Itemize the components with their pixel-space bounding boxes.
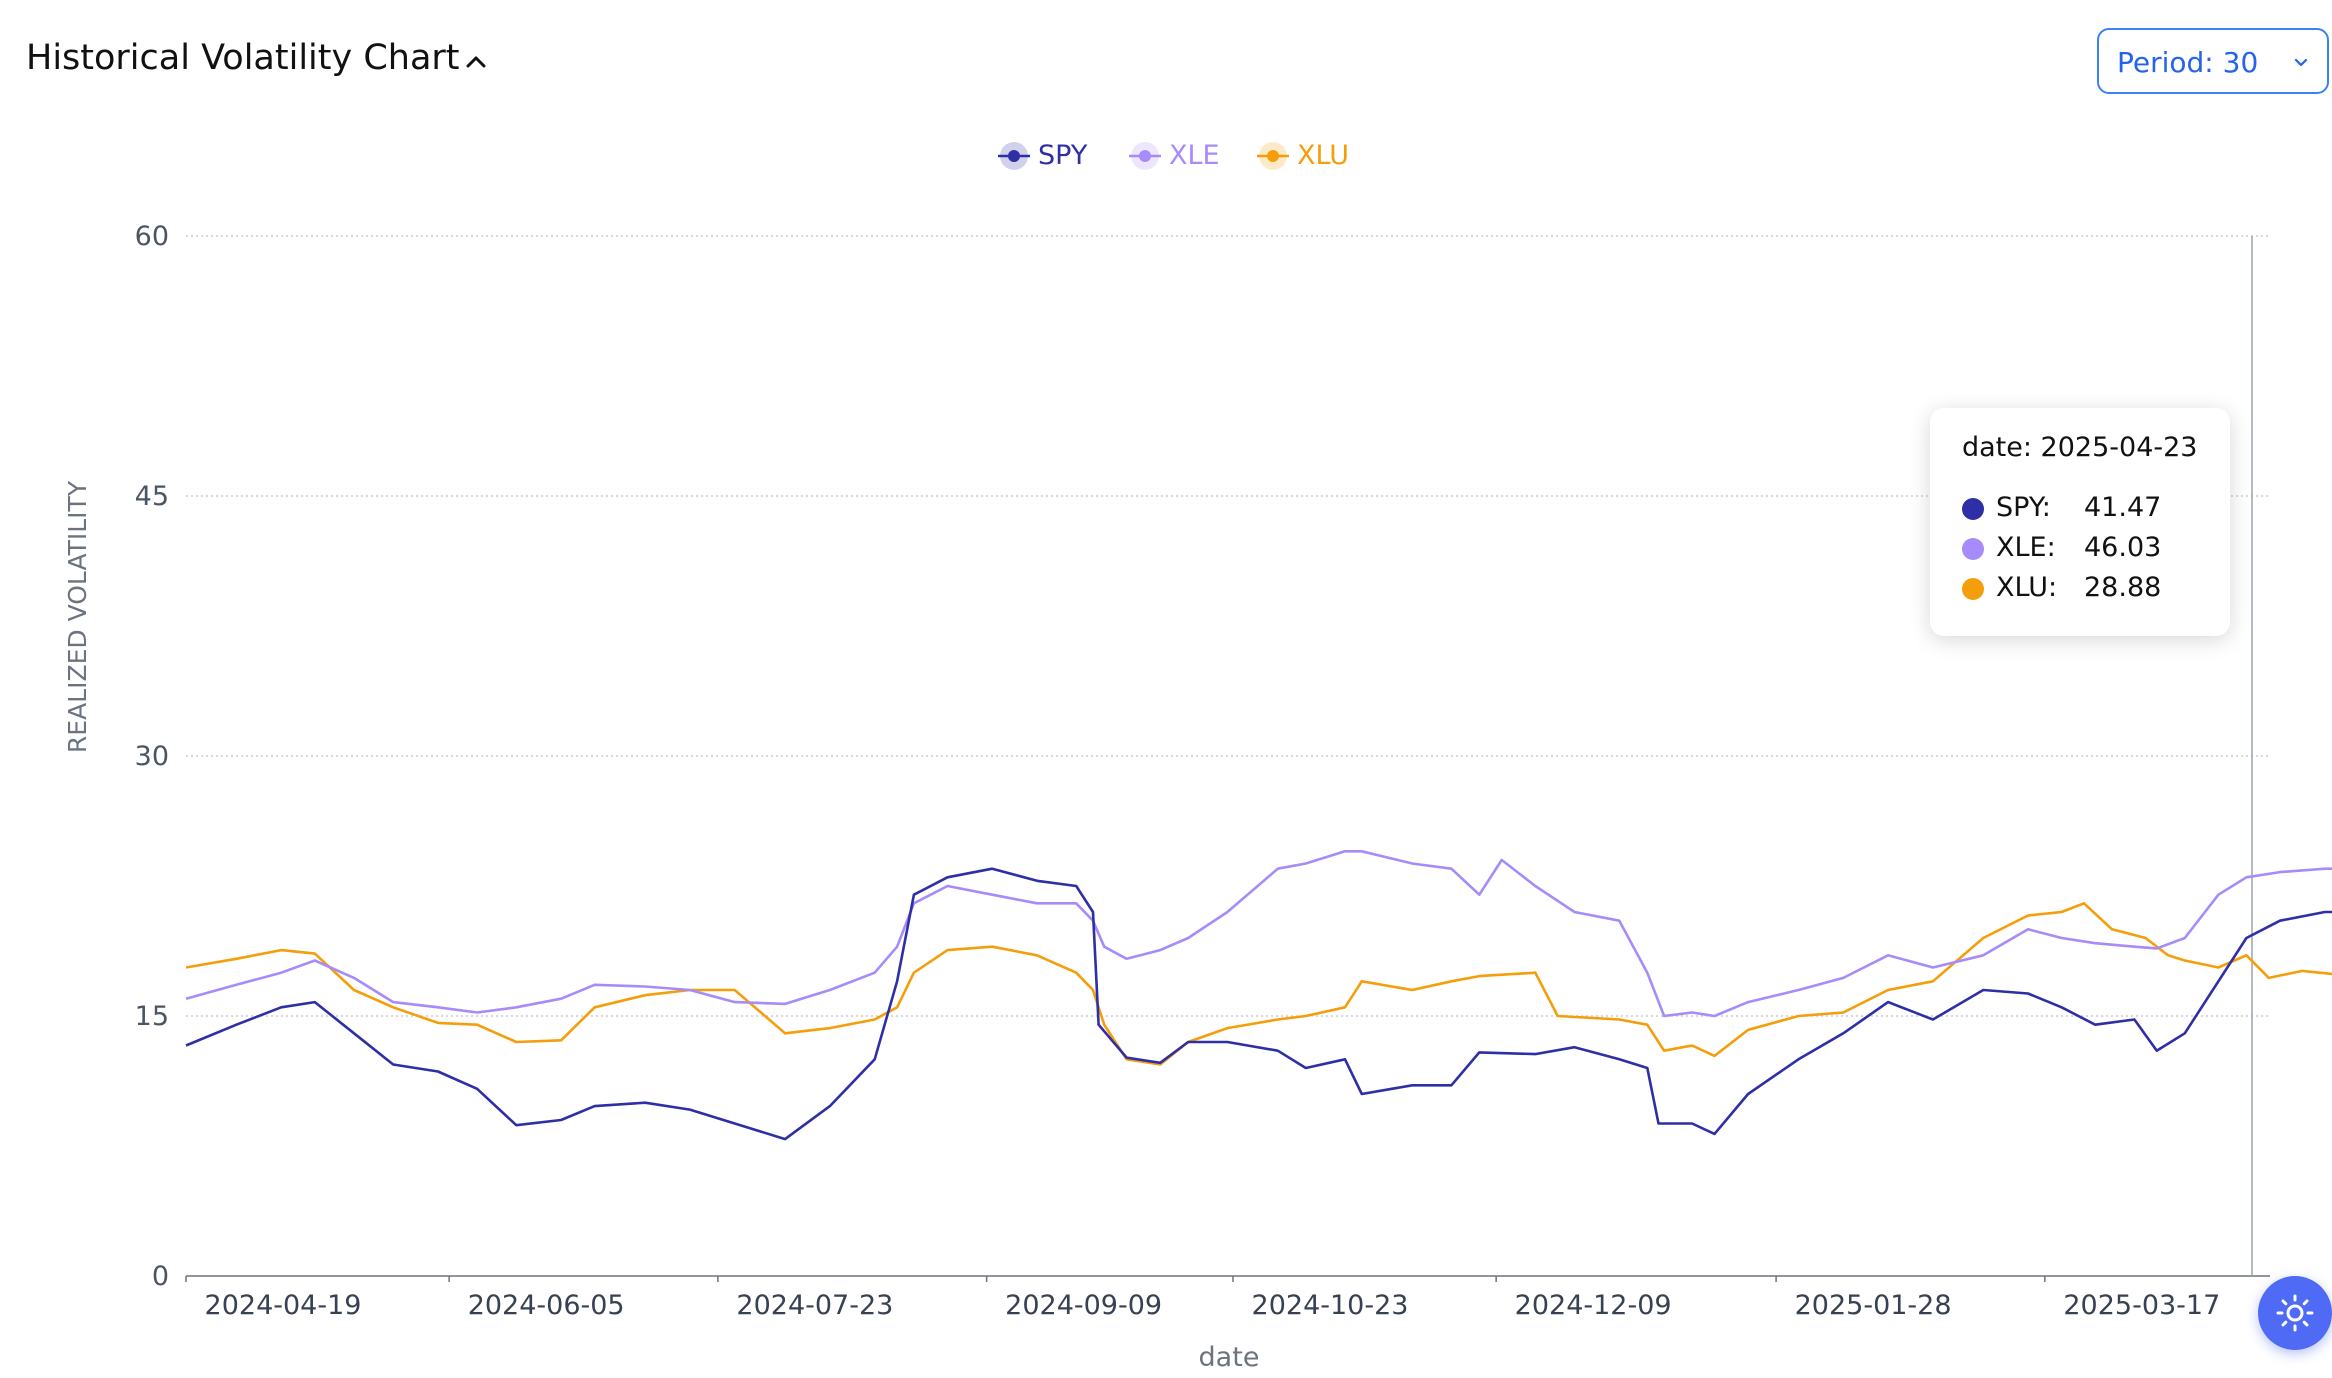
x-axis-title: date: [1199, 1342, 1260, 1373]
tooltip-value: 46.03: [2084, 532, 2162, 563]
x-tick-label: 2024-06-05: [468, 1290, 625, 1321]
chart-legend: SPY XLE XLU: [0, 136, 2332, 176]
period-select-label: Period: 30: [2117, 46, 2259, 79]
tooltip-name: XLU:: [1996, 572, 2058, 603]
chart-title: Historical Volatility Chart: [26, 38, 460, 78]
y-tick-label: 0: [152, 1261, 169, 1292]
theme-toggle-button[interactable]: [2258, 1276, 2332, 1350]
legend-label: XLU: [1297, 140, 1349, 171]
sun-icon: [2276, 1294, 2314, 1332]
y-axis-title: REALIZED VOLATILITY: [63, 480, 92, 753]
collapse-button[interactable]: [458, 44, 494, 80]
tooltip-dot-xlu: [1962, 578, 1984, 600]
y-tick-label: 15: [135, 1001, 169, 1032]
x-tick-label: 2024-10-23: [1252, 1290, 1409, 1321]
tooltip-date: date: 2025-04-23: [1962, 432, 2198, 463]
legend-marker-icon: [998, 142, 1030, 170]
tooltip-name: SPY:: [1996, 492, 2051, 523]
legend-label: SPY: [1038, 140, 1088, 171]
x-tick-label: 2024-04-19: [205, 1290, 362, 1321]
chart-tooltip: date: 2025-04-23 SPY: 41.47 XLE: 46.03 X…: [1930, 408, 2230, 636]
x-tick-label: 2025-01-28: [1795, 1290, 1952, 1321]
x-tick-label: 2025-03-17: [2063, 1290, 2220, 1321]
legend-marker-icon: [1129, 142, 1161, 170]
legend-marker-icon: [1257, 142, 1289, 170]
series-line-spy: [185, 867, 2332, 1141]
chevron-up-icon: [466, 56, 486, 68]
tooltip-dot-xle: [1962, 538, 1984, 560]
x-tick-label: 2024-09-09: [1005, 1290, 1162, 1321]
chevron-down-icon: [2294, 58, 2308, 67]
tooltip-name: XLE:: [1996, 532, 2056, 563]
series-line-xlu: [185, 902, 2332, 1066]
legend-label: XLE: [1169, 140, 1220, 171]
series-line-xle: [185, 850, 2332, 1018]
tooltip-value: 41.47: [2084, 492, 2162, 523]
tooltip-value: 28.88: [2084, 572, 2162, 603]
period-select[interactable]: Period: 30: [2097, 28, 2329, 94]
x-tick-label: 2024-12-09: [1515, 1290, 1672, 1321]
y-tick-label: 30: [135, 741, 169, 772]
tooltip-dot-spy: [1962, 498, 1984, 520]
x-tick-label: 2024-07-23: [736, 1290, 893, 1321]
y-tick-label: 60: [135, 221, 169, 252]
y-tick-label: 45: [135, 481, 169, 512]
